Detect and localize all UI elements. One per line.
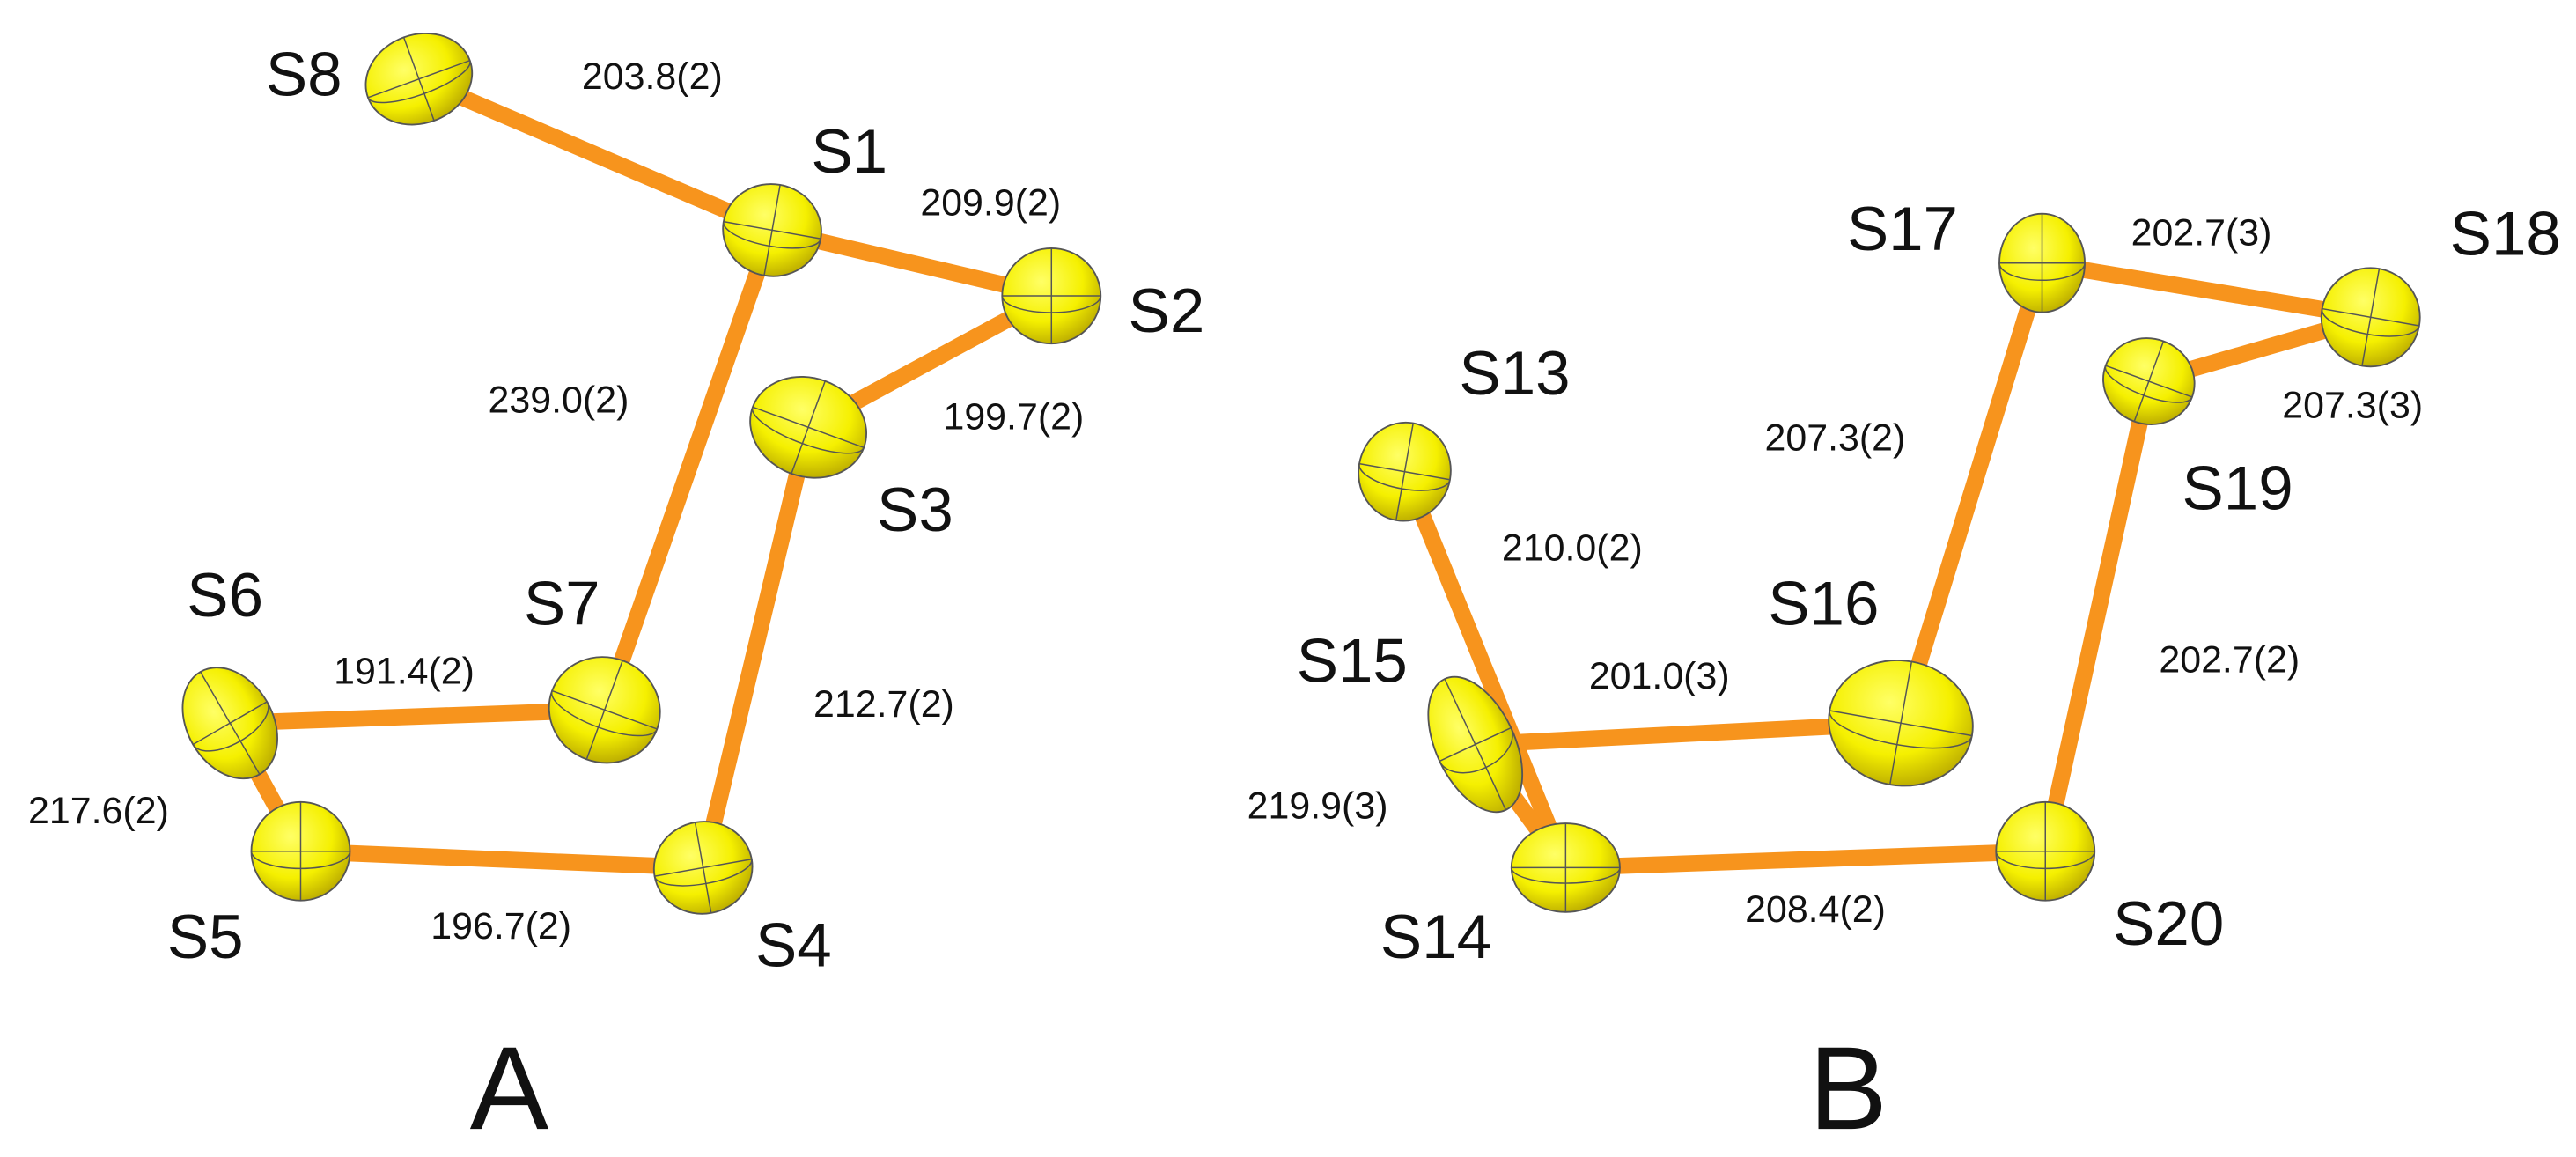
atom-axis	[1995, 851, 2095, 870]
atom-label: S6	[187, 561, 263, 630]
atom-axis	[694, 822, 712, 914]
bond-length-label: 207.3(2)	[1764, 417, 1905, 460]
atom-axis	[1358, 463, 1451, 491]
bond	[2037, 380, 2157, 853]
atom-axis	[1001, 295, 1102, 313]
bond	[596, 227, 780, 713]
atom-axis	[200, 671, 261, 775]
atom-label: S13	[1459, 339, 1570, 409]
atom-axis	[751, 407, 865, 454]
bond-length-label: 212.7(2)	[813, 683, 954, 726]
atom-axis	[402, 37, 435, 122]
atom	[652, 821, 754, 915]
bond-length-label: 217.6(2)	[28, 790, 169, 832]
atom	[548, 656, 661, 764]
bond	[1396, 468, 1574, 871]
atom-axis	[2361, 269, 2381, 366]
atom-label: S16	[1768, 569, 1879, 638]
atom-axis	[2104, 365, 2193, 403]
atom-label: S20	[2113, 889, 2224, 959]
atom-axis	[653, 859, 753, 887]
atom-axis	[791, 380, 826, 475]
atom	[749, 375, 868, 479]
atom	[1427, 675, 1524, 814]
bond	[1565, 843, 2046, 876]
atom	[1510, 822, 1621, 913]
atom-label: S19	[2182, 454, 2293, 524]
bond-length-label: 202.7(2)	[2159, 638, 2300, 681]
atom-axis	[763, 184, 781, 276]
panel-label: B	[1809, 1022, 1888, 1154]
atom-axis	[1511, 867, 1621, 884]
atom	[2320, 267, 2421, 368]
panel-label: A	[470, 1022, 549, 1154]
bond	[2041, 254, 2373, 326]
atom-axis	[2133, 341, 2165, 422]
atom-label: S5	[167, 903, 244, 972]
atom-axis	[367, 60, 471, 104]
bond-length-label: 210.0(2)	[1502, 527, 1643, 570]
bond	[300, 843, 704, 876]
atom-axis	[1829, 710, 1973, 749]
atom-label: S2	[1129, 276, 1205, 346]
atom	[722, 183, 822, 277]
bond-length-label: 196.7(2)	[431, 905, 571, 947]
atom-label: S4	[755, 910, 832, 980]
bond	[1893, 260, 2050, 726]
atom-axis	[723, 221, 821, 249]
atom-label: S18	[2450, 199, 2561, 269]
bond-length-label: 201.0(3)	[1589, 655, 1730, 697]
atom-label: S8	[266, 40, 342, 109]
atom	[250, 800, 351, 902]
bond-length-label: 219.9(3)	[1248, 785, 1388, 828]
atom	[1001, 247, 1102, 345]
atom	[364, 32, 474, 126]
bond-length-label: 191.4(2)	[334, 651, 475, 693]
atom	[1995, 800, 2096, 902]
atom	[1998, 212, 2086, 313]
atom-axis	[1444, 678, 1507, 811]
atom	[1358, 421, 1452, 522]
bond-length-label: 199.7(2)	[943, 395, 1084, 438]
atom-axis	[1395, 423, 1414, 520]
atom	[2102, 337, 2196, 425]
atom-axis	[1439, 727, 1513, 774]
atom-label: S15	[1297, 627, 1408, 696]
bond	[695, 425, 817, 870]
atom	[181, 667, 278, 780]
bond-length-label: 208.4(2)	[1745, 888, 1886, 931]
atom-label: S7	[524, 569, 600, 638]
bond	[416, 71, 776, 238]
bond-length-label: 209.9(2)	[920, 182, 1061, 225]
bond	[229, 701, 606, 732]
atom-label: S17	[1847, 195, 1958, 264]
atom-label: S14	[1380, 903, 1491, 972]
atom-axis	[550, 690, 659, 737]
bond-length-label: 203.8(2)	[582, 55, 723, 98]
bond-length-label: 202.7(3)	[2131, 211, 2272, 254]
atom-axis	[585, 660, 623, 760]
atom-axis	[1998, 262, 2086, 282]
atom-axis	[1888, 661, 1913, 785]
atom	[1828, 660, 1974, 787]
bond-length-label: 239.0(2)	[489, 380, 629, 422]
atom-label: S3	[877, 475, 953, 545]
atom-axis	[2321, 308, 2420, 337]
atom-axis	[250, 851, 351, 870]
atom-label: S1	[811, 117, 887, 187]
bond-length-label: 207.3(3)	[2282, 384, 2423, 426]
atom-axis	[192, 701, 269, 752]
